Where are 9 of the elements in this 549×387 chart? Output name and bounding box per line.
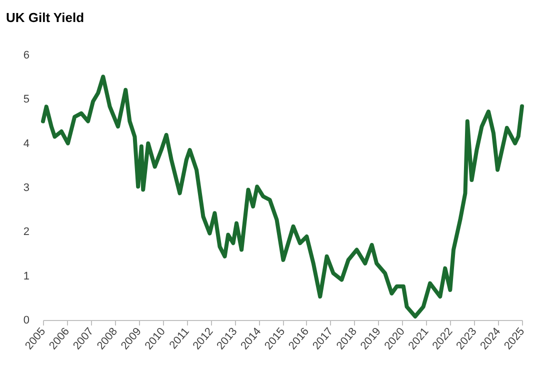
y-tick-label: 0	[23, 314, 30, 326]
y-tick-label: 6	[23, 50, 30, 62]
y-tick-label: 2	[23, 226, 30, 238]
y-tick-label: 5	[23, 94, 30, 106]
y-tick-label: 3	[23, 182, 30, 194]
chart-title: UK Gilt Yield	[6, 10, 84, 25]
y-tick-label: 4	[23, 138, 30, 150]
y-tick-label: 1	[23, 270, 30, 282]
line-series	[41, 74, 524, 318]
